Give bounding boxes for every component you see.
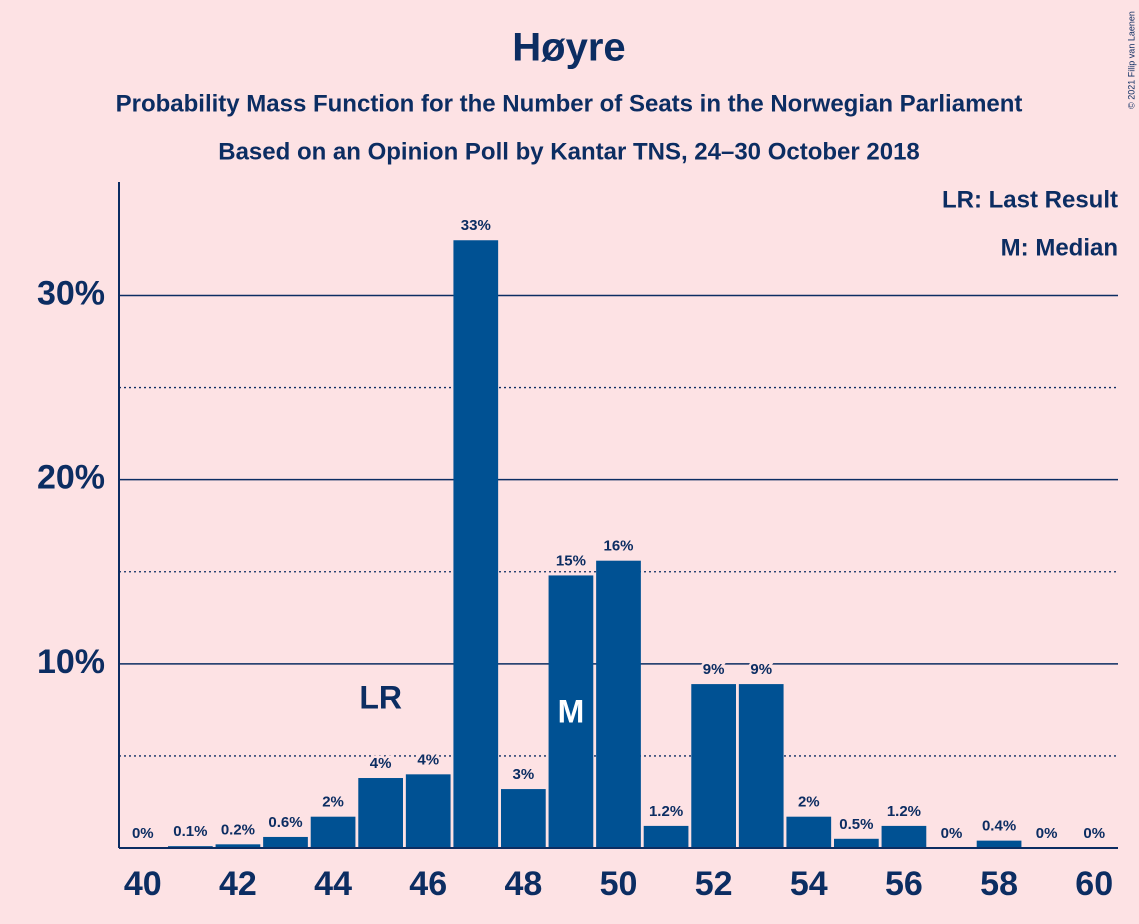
chart-title: Høyre: [512, 26, 625, 70]
data-label: 0.5%: [839, 816, 873, 833]
data-label: 4%: [417, 751, 439, 768]
bar: [881, 825, 927, 848]
data-label: 9%: [703, 661, 725, 678]
x-tick-label: 56: [885, 865, 923, 903]
bar: [453, 240, 499, 848]
x-tick-label: 58: [980, 865, 1018, 903]
y-tick-label: 20%: [37, 459, 105, 497]
bar: [500, 789, 546, 848]
chart-subtitle: Based on an Opinion Poll by Kantar TNS, …: [218, 138, 920, 165]
bar: [548, 575, 594, 848]
x-tick-label: 42: [219, 865, 257, 903]
legend-entry: M: Median: [1001, 234, 1118, 261]
data-label: 15%: [556, 552, 586, 569]
data-label: 0.1%: [173, 823, 207, 840]
bar: [738, 684, 784, 848]
data-label: 3%: [513, 766, 535, 783]
x-tick-label: 50: [600, 865, 638, 903]
y-tick-label: 10%: [37, 643, 105, 681]
x-tick-label: 44: [314, 865, 352, 903]
data-label: 0.2%: [221, 821, 255, 838]
legend-entry: LR: Last Result: [942, 186, 1118, 213]
bar: [833, 838, 879, 848]
bar: [263, 836, 308, 848]
bar: [405, 774, 451, 848]
data-label: 9%: [750, 661, 772, 678]
data-label: 1.2%: [887, 803, 921, 820]
bar: [976, 840, 1022, 848]
data-label: 0.6%: [268, 814, 302, 831]
chart-subtitle: Probability Mass Function for the Number…: [116, 90, 1023, 117]
annotation: M: [558, 693, 585, 729]
data-label: 2%: [798, 794, 820, 811]
data-label: 0%: [132, 825, 154, 842]
x-tick-label: 46: [409, 865, 447, 903]
bar: [643, 825, 689, 848]
bar: [786, 816, 832, 848]
bar: [310, 816, 356, 848]
bar: [596, 560, 641, 848]
data-label: 0.4%: [982, 818, 1016, 835]
x-tick-label: 48: [504, 865, 542, 903]
x-tick-label: 52: [695, 865, 733, 903]
copyright: © 2021 Filip van Laenen: [1126, 11, 1136, 109]
bar: [358, 778, 404, 848]
annotation: LR: [359, 679, 402, 715]
data-label: 4%: [370, 755, 392, 772]
y-tick-label: 30%: [37, 274, 105, 312]
data-label: 0%: [1036, 825, 1058, 842]
x-tick-label: 40: [124, 865, 162, 903]
data-label: 2%: [322, 794, 344, 811]
data-label: 16%: [603, 538, 633, 555]
data-label: 0%: [941, 825, 963, 842]
bar: [691, 684, 737, 848]
bar: [215, 844, 261, 848]
data-label: 1.2%: [649, 803, 683, 820]
data-label: 0%: [1083, 825, 1105, 842]
data-label: 33%: [461, 217, 491, 234]
x-tick-label: 60: [1075, 865, 1113, 903]
x-tick-label: 54: [790, 865, 828, 903]
